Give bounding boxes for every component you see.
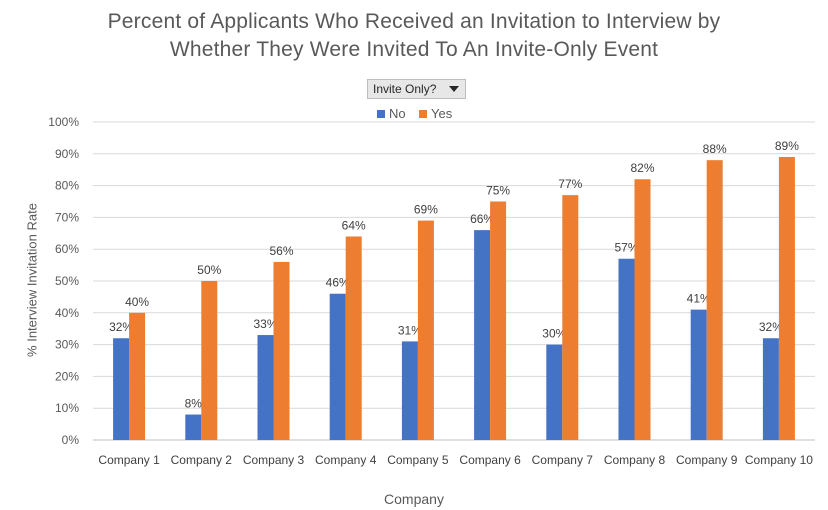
data-label-yes: 56% (269, 244, 293, 258)
filter-label: Invite Only? (373, 82, 437, 96)
y-tick-label: 70% (55, 210, 79, 224)
data-label-yes: 77% (558, 177, 582, 191)
data-label-no: 32% (759, 320, 783, 334)
bar-no (329, 293, 346, 440)
legend-item-no: No (377, 106, 406, 121)
legend-swatch-yes (419, 109, 427, 118)
x-tick-label: Company 4 (315, 453, 377, 467)
y-tick-label: 20% (55, 369, 79, 383)
x-axis-title: Company (384, 491, 444, 507)
legend-swatch-no (377, 109, 385, 118)
bar-yes (345, 236, 362, 440)
y-tick-label: 30% (55, 338, 79, 352)
data-label-no: 8% (185, 397, 203, 411)
data-label-yes: 50% (197, 263, 221, 277)
y-tick-label: 10% (55, 401, 79, 415)
x-tick-label: Company 1 (98, 453, 160, 467)
data-label-yes: 75% (486, 184, 510, 198)
x-tick-label: Company 3 (243, 453, 305, 467)
chart-title-line-1: Percent of Applicants Who Received an In… (107, 10, 721, 33)
data-label-no: 46% (326, 276, 350, 290)
x-tick-label: Company 2 (171, 453, 233, 467)
bar-no (113, 338, 130, 440)
bar-yes (778, 156, 795, 441)
data-label-no: 66% (470, 212, 494, 226)
data-label-no: 30% (542, 327, 566, 341)
x-tick-label: Company 7 (532, 453, 594, 467)
data-label-yes: 40% (125, 295, 149, 309)
data-label-yes: 82% (630, 161, 654, 175)
bar-yes (129, 312, 146, 440)
y-tick-label: 90% (55, 147, 79, 161)
data-label-no: 41% (687, 292, 711, 306)
bar-no (690, 309, 707, 440)
y-tick-label: 50% (55, 274, 79, 288)
data-label-yes: 89% (775, 139, 799, 153)
bar-yes (706, 160, 723, 440)
bar-no (618, 258, 635, 440)
data-label-yes: 88% (703, 142, 727, 156)
dropdown-arrow-icon[interactable] (449, 86, 459, 92)
bar-no (762, 338, 779, 440)
y-tick-label: 60% (55, 242, 79, 256)
data-label-no: 57% (614, 241, 638, 255)
legend-item-yes: Yes (419, 106, 452, 121)
chart-title-line-2: Whether They Were Invited To An Invite-O… (169, 38, 659, 61)
bar-yes (201, 281, 218, 440)
bar-yes (273, 261, 290, 440)
data-label-yes: 64% (342, 218, 366, 232)
bar-no (546, 344, 563, 440)
y-tick-label: 100% (48, 115, 79, 129)
invite-only-filter-button[interactable]: Invite Only? (367, 79, 466, 99)
data-label-no: 33% (253, 317, 277, 331)
bar-yes (634, 179, 651, 441)
y-tick-label: 40% (55, 306, 79, 320)
data-label-no: 31% (398, 323, 422, 337)
x-tick-label: Company 9 (676, 453, 738, 467)
bar-yes (417, 220, 434, 440)
y-tick-label: 0% (62, 433, 80, 447)
bar-yes (490, 201, 507, 440)
data-label-no: 32% (109, 320, 133, 334)
y-tick-label: 80% (55, 179, 79, 193)
x-tick-label: Company 10 (745, 453, 813, 467)
legend-label-no: No (389, 106, 406, 121)
x-tick-label: Company 5 (387, 453, 449, 467)
bar-no (185, 414, 202, 440)
bar-no (257, 335, 274, 440)
bar-yes (562, 195, 579, 440)
legend-label-yes: Yes (431, 106, 453, 121)
bar-no (401, 341, 418, 440)
data-label-yes: 69% (414, 203, 438, 217)
x-tick-label: Company 8 (604, 453, 666, 467)
x-tick-label: Company 6 (459, 453, 521, 467)
bar-no (474, 230, 491, 440)
